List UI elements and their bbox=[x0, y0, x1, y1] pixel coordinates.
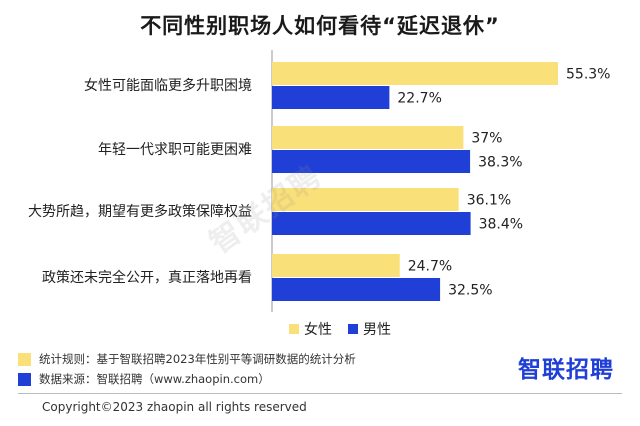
legend-item-female: 女性 bbox=[289, 319, 332, 339]
bar-female bbox=[272, 62, 558, 85]
legend-swatch-male bbox=[348, 324, 358, 334]
data-label: 32.5% bbox=[448, 283, 492, 299]
chart-title: 不同性别职场人如何看待“延迟退休” bbox=[140, 14, 500, 38]
bar-male bbox=[272, 212, 471, 235]
note-stats-rule: 统计规则：基于智联招聘2023年性别平等调研数据的统计分析 bbox=[18, 349, 356, 369]
note-swatch-blue bbox=[18, 372, 31, 386]
bar-female bbox=[272, 126, 464, 149]
bar-female bbox=[272, 254, 400, 277]
zhaopin-logo: 智联招聘 bbox=[518, 357, 614, 383]
category-label: 大势所趋，期望有更多政策保障权益 bbox=[28, 203, 252, 220]
category-label: 年轻一代求职可能更困难 bbox=[98, 142, 252, 158]
data-label: 24.7% bbox=[408, 259, 452, 275]
legend: 女性 男性 bbox=[289, 319, 407, 339]
note-data-source-text: 数据来源：智联招聘（www.zhaopin.com） bbox=[39, 372, 270, 386]
note-swatch-yellow bbox=[18, 352, 31, 366]
bar-male bbox=[272, 86, 390, 109]
data-label: 38.3% bbox=[478, 155, 522, 171]
footnotes: 统计规则：基于智联招聘2023年性别平等调研数据的统计分析 数据来源：智联招聘（… bbox=[18, 349, 356, 389]
bar-male bbox=[272, 278, 441, 301]
legend-label-male: 男性 bbox=[363, 322, 391, 338]
category-label: 政策还未完全公开，真正落地再看 bbox=[42, 269, 252, 286]
note-stats-rule-text: 统计规则：基于智联招聘2023年性别平等调研数据的统计分析 bbox=[39, 352, 356, 366]
note-data-source: 数据来源：智联招聘（www.zhaopin.com） bbox=[18, 369, 356, 389]
data-label: 55.3% bbox=[566, 67, 610, 83]
copyright: Copyright©2023 zhaopin all rights reserv… bbox=[42, 400, 307, 414]
bar-male bbox=[272, 150, 471, 173]
legend-swatch-female bbox=[289, 324, 299, 334]
data-label: 36.1% bbox=[467, 193, 511, 209]
divider bbox=[18, 393, 622, 394]
data-label: 38.4% bbox=[479, 217, 523, 233]
bar-female bbox=[272, 188, 459, 211]
data-label: 22.7% bbox=[397, 91, 441, 107]
category-label: 女性可能面临更多升职困境 bbox=[84, 77, 252, 94]
data-label: 37% bbox=[471, 131, 502, 147]
legend-label-female: 女性 bbox=[304, 322, 332, 338]
legend-item-male: 男性 bbox=[348, 319, 391, 339]
